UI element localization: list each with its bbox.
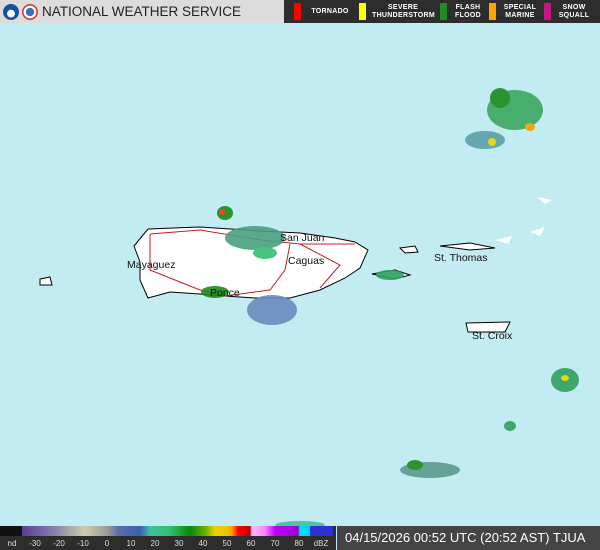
legend-label: SQUALL	[558, 11, 590, 19]
scale-tick: 30	[174, 539, 184, 548]
scale-tick: 0	[104, 539, 110, 548]
echo	[376, 270, 404, 280]
noaa-logo-icon	[3, 3, 19, 20]
mona-island	[39, 276, 53, 286]
warning-legend: TORNADO SEVERE THUNDERSTORM FLASH FLOOD SP…	[284, 0, 600, 23]
legend-label: MARINE	[505, 11, 535, 19]
legend-label: TORNADO	[311, 7, 349, 15]
tortola-island	[530, 227, 545, 236]
echo	[275, 521, 325, 527]
legend-flash-flood: FLASH FLOOD	[440, 3, 483, 20]
scale-tick: -20	[53, 539, 65, 548]
city-label-st-croix: St. Croix	[472, 330, 513, 342]
st-croix-island	[465, 321, 511, 333]
radar-echoes	[201, 88, 579, 527]
legend-snow-squall: SNOW SQUALL	[544, 3, 591, 20]
scale-tick: nd	[7, 539, 17, 548]
echo	[525, 123, 535, 131]
echo	[219, 209, 225, 215]
scale-tick: -30	[29, 539, 41, 548]
reflectivity-color-bar	[0, 526, 333, 536]
legend-label: THUNDERSTORM	[372, 11, 435, 19]
header-brand: NATIONAL WEATHER SERVICE	[0, 0, 284, 23]
city-label-st-thomas: St. Thomas	[434, 252, 488, 264]
scale-tick: 10	[126, 539, 136, 548]
echo	[201, 286, 229, 298]
city-label-caguas: Caguas	[288, 255, 324, 267]
legend-label: SNOW	[562, 3, 586, 11]
legend-special-marine: SPECIAL MARINE	[489, 3, 538, 20]
scale-tick: 20	[150, 539, 160, 548]
legend-label: FLASH	[455, 3, 481, 11]
echo	[490, 88, 510, 108]
echo	[407, 460, 423, 470]
scale-tick: 40	[198, 539, 208, 548]
scale-tick: -10	[77, 539, 89, 548]
marine-swatch	[489, 3, 496, 20]
scale-tick: 80	[294, 539, 304, 548]
st-thomas-island	[439, 242, 496, 251]
echo	[561, 375, 569, 381]
echo	[247, 295, 297, 325]
severe-swatch	[359, 3, 366, 20]
city-label-ponce: Ponce	[210, 287, 240, 299]
legend-label: SPECIAL	[503, 3, 537, 11]
legend-label: FLOOD	[455, 11, 481, 19]
echo	[253, 247, 277, 259]
page-title: NATIONAL WEATHER SERVICE	[42, 4, 242, 19]
echo	[225, 226, 285, 250]
echo	[488, 138, 496, 146]
culebra-island	[398, 245, 419, 254]
legend-severe-thunderstorm: SEVERE THUNDERSTORM	[359, 3, 435, 20]
scale-tick: dBZ	[313, 539, 329, 548]
squall-swatch	[544, 3, 551, 20]
radar-map[interactable]: Mayaguez San Juan Caguas Ponce St. Thoma…	[0, 23, 600, 527]
echo	[504, 421, 516, 431]
virgin-gorda-island	[537, 197, 552, 204]
echo	[465, 131, 505, 149]
legend-label: SEVERE	[387, 3, 419, 11]
nws-logo-icon	[22, 3, 38, 20]
city-label-mayaguez: Mayaguez	[127, 259, 175, 271]
legend-tornado: TORNADO	[294, 3, 353, 20]
scale-tick: 70	[270, 539, 280, 548]
st-john-island	[495, 236, 512, 244]
puerto-rico-land	[133, 226, 369, 299]
scale-tick: 60	[246, 539, 256, 548]
tornado-swatch	[294, 3, 301, 20]
scale-tick: 50	[222, 539, 232, 548]
timestamp: 04/15/2026 00:52 UTC (20:52 AST) TJUA	[337, 526, 600, 550]
city-label-san-juan: San Juan	[280, 232, 325, 244]
flood-swatch	[440, 3, 447, 20]
reflectivity-scale: nd -30 -20 -10 0 10 20 30 40 50 60 70 80…	[0, 526, 336, 550]
